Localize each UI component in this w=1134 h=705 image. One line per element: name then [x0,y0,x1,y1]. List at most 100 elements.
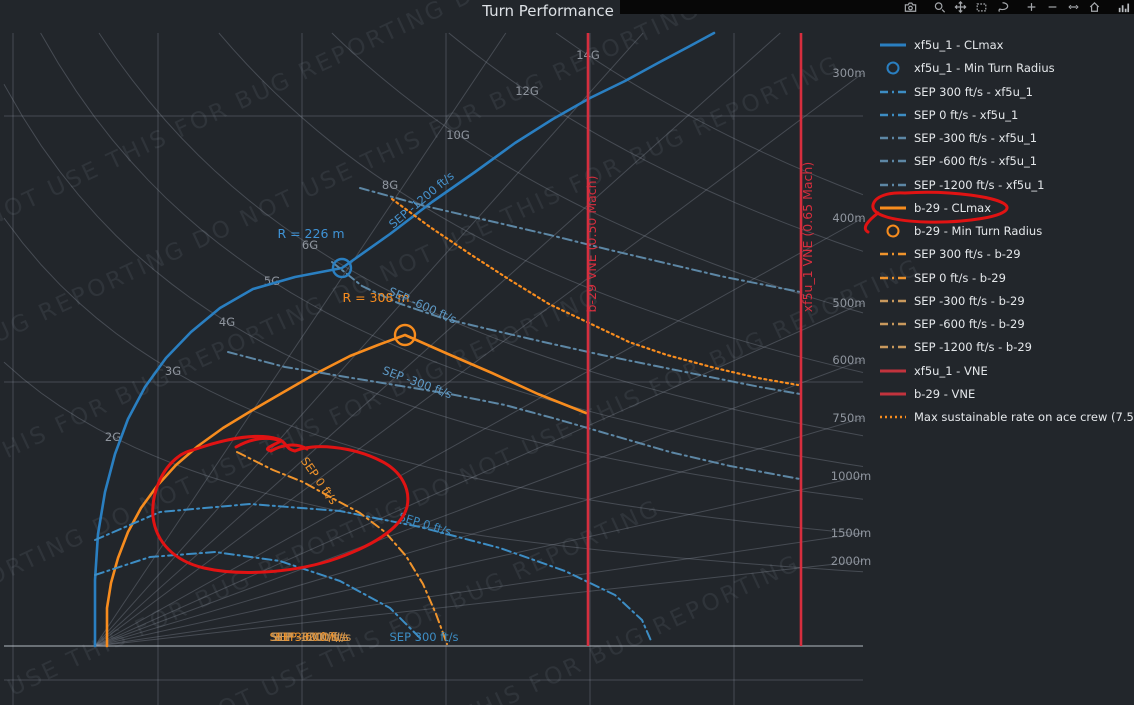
chart-label: 3G [165,364,181,378]
data-series [93,31,801,648]
legend-swatch-dashdot [880,136,906,140]
reset-axes-icon [1089,2,1099,12]
series-b-29-clmax [105,333,588,648]
legend-item[interactable]: xf5u_1 - VNE [878,361,988,381]
modebar-lasso-button[interactable] [994,1,1010,14]
watermark-text: DO NOT USE THIS FOR BUG REPORTING DO NOT… [0,550,805,705]
legend-swatch-dashdot [880,113,906,116]
series-max-sustainable-rate-on-ace-crew-7-5g- [390,197,800,387]
modebar-camera-button[interactable] [902,1,918,14]
chart-label: SEP -600 ft/s [386,284,459,327]
autoscale-icon [1067,4,1079,10]
modebar-zoom-in-button[interactable] [1023,1,1039,14]
chart-label: 750m [832,411,865,425]
series-sep-300-ft-s-xf5u-1 [227,351,801,480]
legend-item-label: SEP -300 ft/s - b-29 [914,293,1025,308]
turn-radius-lines: 300m 400m 500m 600m 750m 1000m 1500m 2000m [94,32,871,647]
modebar-zoom-button[interactable] [931,1,947,14]
legend-item[interactable]: SEP 0 ft/s - xf5u_1 [878,105,1018,125]
chart-label: SEP -1200 ft/s [271,630,351,644]
box-select-icon [976,3,986,12]
chart-label: 300m [832,66,865,80]
legend-item[interactable]: SEP 300 ft/s - b-29 [878,244,1021,264]
chart-label: 6G [302,238,318,252]
watermark-text: DO NOT USE THIS FOR BUG REPORTING DO NOT… [0,50,845,550]
chart-label: 600m [832,353,865,367]
modebar-group [931,1,1010,14]
modebar-reset-axes-button[interactable] [1086,1,1102,14]
chart-label: 14G [576,48,600,62]
legend-item[interactable]: SEP -600 ft/s - b-29 [878,314,1025,334]
series-sep-0-ft-s-b-29 [236,451,448,645]
chart-label: 500m [832,296,865,310]
series-sep-0-ft-s-xf5u-1 [94,503,653,644]
legend-item[interactable]: SEP -1200 ft/s - xf5u_1 [878,175,1044,195]
legend-item[interactable]: SEP 0 ft/s - b-29 [878,268,1006,288]
legend-item-label: xf5u_1 - Min Turn Radius [914,61,1055,76]
legend-swatch-dashdot [880,253,906,256]
legend-item[interactable]: b-29 - CLmax [878,198,991,218]
legend-item[interactable]: b-29 - Min Turn Radius [878,221,1042,241]
chart-label: 2000m [831,554,871,568]
zoom-icon [934,2,945,13]
legend-item[interactable]: xf5u_1 - Min Turn Radius [878,58,1055,78]
modebar-pan-button[interactable] [952,1,968,14]
marker-xf5u-1-min-turn-radius [331,257,353,279]
modebar-zoom-out-button[interactable] [1044,1,1060,14]
legend-item[interactable]: xf5u_1 - CLmax [878,35,1003,55]
legend-item[interactable]: b-29 - VNE [878,384,975,404]
legend-item-label: SEP -300 ft/s - xf5u_1 [914,131,1038,145]
legend-swatch-solid [880,43,906,47]
chart-label: R = 226 m [277,226,344,241]
zoom-out-icon [1048,6,1056,8]
chart-label: SEP -300 ft/s [381,363,455,401]
watermark-text: DO NOT USE THIS FOR BUG REPORTING DO NOT… [0,495,665,705]
legend-swatch-dashdot [880,160,906,163]
legend-item[interactable]: SEP 300 ft/s - xf5u_1 [878,82,1033,102]
vne-lines: b-29 VNE (0.50 Mach) xf5u_1 VNE (0.65 Mac… [584,33,815,646]
chart-label: R = 308 m [342,290,409,305]
legend-swatch-dashdot [880,346,906,349]
series-xf5u-1-clmax [93,31,716,648]
legend-item-label: b-29 - VNE [914,386,976,401]
zoom-in-icon [1027,3,1035,11]
chart-label: SEP -300 ft/s [272,630,345,644]
legend-item-label: SEP 300 ft/s - xf5u_1 [914,84,1033,99]
chart-label: SEP -600 ft/s [275,630,348,644]
legend-item[interactable]: SEP -300 ft/s - xf5u_1 [878,128,1037,148]
legend-swatch-dashdot [880,276,906,279]
legend-item[interactable]: SEP -1200 ft/s - b-29 [878,337,1032,357]
legend-swatch-dashdot [880,183,906,186]
watermark-text: DO NOT USE THIS FOR BUG REPORTING DO NOT… [0,282,605,705]
legend-item-label: xf5u_1 - VNE [914,363,988,378]
legend-item-label: b-29 - Min Turn Radius [914,224,1043,238]
pan-icon [954,1,966,13]
chart-legend: xf5u_1 - CLmax xf5u_1 - Min Turn Radius SE… [878,0,1134,440]
legend-item[interactable]: Max sustainable rate on ace crew (7.5G) [878,407,1134,427]
legend-swatch-solid [880,369,906,372]
watermark-text: DO NOT USE THIS FOR BUG REPORTING DO NOT… [0,0,965,254]
modebar-group [902,1,918,14]
legend-item-label: SEP 300 ft/s - b-29 [914,247,1021,262]
legend-item[interactable]: SEP -300 ft/s - b-29 [878,291,1025,311]
chart-label: 4G [219,315,235,329]
legend-item-label: SEP -1200 ft/s - xf5u_1 [914,177,1045,192]
legend-item-label: Max sustainable rate on ace crew (7.5G) [914,410,1134,424]
series-sep-300-ft-s-xf5u-1 [94,551,421,639]
modebar-plotly-logo-button[interactable] [1115,1,1131,14]
legend-swatch-dotted [880,415,906,419]
chart-label: 10G [446,128,470,142]
legend-item-label: SEP 0 ft/s - b-29 [914,270,1006,285]
chart-label: SEP 300 ft/s [270,630,339,644]
legend-item-label: SEP 0 ft/s - xf5u_1 [914,107,1019,122]
modebar-autoscale-button[interactable] [1065,1,1081,14]
legend-item[interactable]: SEP -600 ft/s - xf5u_1 [878,151,1037,171]
chart-label: b-29 VNE (0.50 Mach) [584,176,599,313]
chart-label: SEP 300 ft/s [390,630,459,644]
modebar-box-select-button[interactable] [973,1,989,14]
plotly-logo-icon [1118,3,1129,13]
legend-swatch-solid [880,392,906,396]
plotly-modebar [894,0,1131,14]
